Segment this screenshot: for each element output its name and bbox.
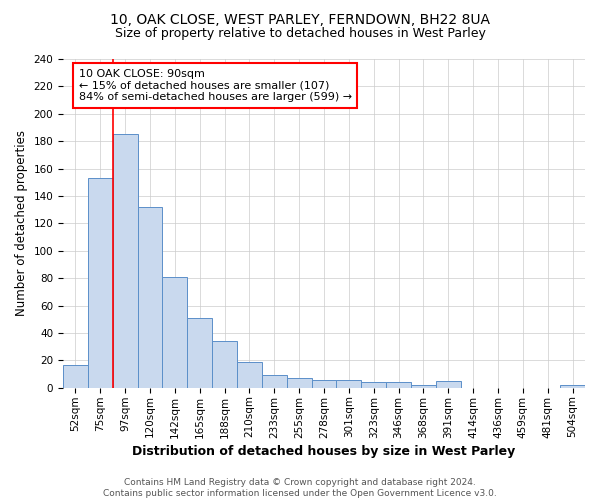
Bar (386, 382, 411, 388)
Bar (436, 381, 461, 388)
Bar (113, 134, 137, 388)
Bar (262, 376, 287, 388)
Bar (311, 380, 337, 388)
X-axis label: Distribution of detached houses by size in West Parley: Distribution of detached houses by size … (133, 444, 515, 458)
Text: 10, OAK CLOSE, WEST PARLEY, FERNDOWN, BH22 8UA: 10, OAK CLOSE, WEST PARLEY, FERNDOWN, BH… (110, 12, 490, 26)
Bar (88, 178, 113, 388)
Text: Size of property relative to detached houses in West Parley: Size of property relative to detached ho… (115, 28, 485, 40)
Bar (560, 385, 585, 388)
Bar (187, 318, 212, 388)
Text: 10 OAK CLOSE: 90sqm
← 15% of detached houses are smaller (107)
84% of semi-detac: 10 OAK CLOSE: 90sqm ← 15% of detached ho… (79, 69, 352, 102)
Bar (361, 382, 386, 388)
Bar (63, 364, 88, 388)
Y-axis label: Number of detached properties: Number of detached properties (15, 130, 28, 316)
Bar (287, 378, 311, 388)
Bar (237, 362, 262, 388)
Bar (212, 341, 237, 388)
Bar (163, 277, 187, 388)
Bar (411, 385, 436, 388)
Bar (337, 380, 361, 388)
Text: Contains HM Land Registry data © Crown copyright and database right 2024.
Contai: Contains HM Land Registry data © Crown c… (103, 478, 497, 498)
Bar (137, 207, 163, 388)
